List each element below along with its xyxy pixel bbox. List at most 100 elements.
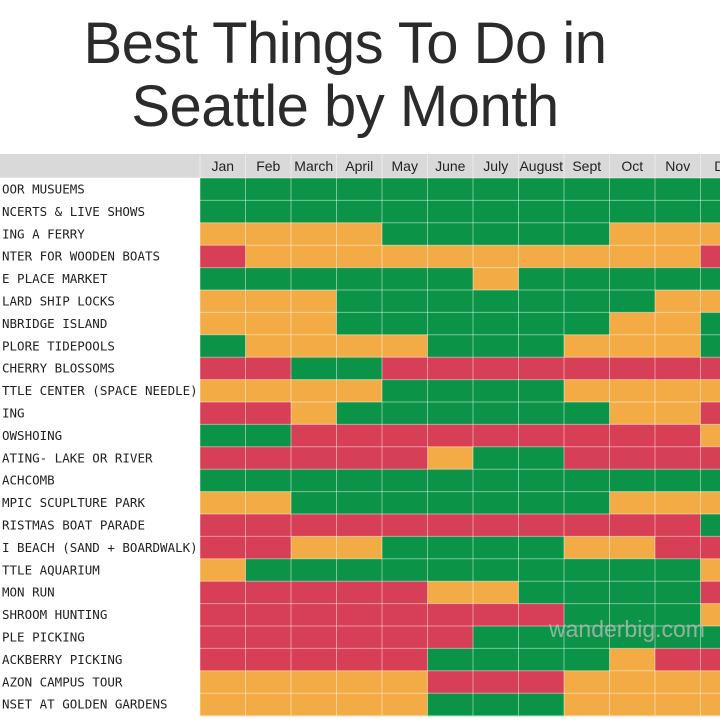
heatmap-cell <box>200 357 247 381</box>
heatmap-cell <box>518 379 565 403</box>
heatmap-cell <box>427 334 474 358</box>
heatmap-cell <box>336 267 383 291</box>
heatmap-cell <box>200 536 247 560</box>
heatmap-cell <box>564 536 611 560</box>
heatmap-cell <box>700 402 720 425</box>
heatmap-cell <box>200 334 247 358</box>
heatmap-cell <box>200 200 247 224</box>
heatmap-cell <box>336 648 383 672</box>
heatmap-cell <box>291 491 338 515</box>
heatmap-cell <box>655 357 702 381</box>
heatmap-cell <box>245 245 292 269</box>
heatmap-cell <box>655 446 702 470</box>
heatmap-cell <box>700 648 720 672</box>
heatmap-cell <box>382 245 429 269</box>
heatmap-cell <box>473 558 520 582</box>
heatmap-cell <box>518 558 565 582</box>
heatmap-cell <box>291 402 338 425</box>
heatmap-cell <box>473 312 520 336</box>
activity-label-cell <box>0 446 200 470</box>
heatmap-cell <box>518 312 565 336</box>
heatmap-cell <box>609 581 656 605</box>
activity-label-cell <box>0 267 200 290</box>
activity-label: NCERTS & LIVE SHOWS <box>2 204 145 219</box>
heatmap-cell <box>609 245 656 269</box>
heatmap-cell <box>245 603 292 627</box>
heatmap-cell <box>291 603 338 627</box>
heatmap-cell <box>200 402 247 425</box>
heatmap-cell <box>700 446 720 470</box>
activity-label-cell <box>0 200 200 223</box>
heatmap-cell <box>518 334 565 358</box>
activity-label: ING A FERRY <box>2 226 85 241</box>
month-label: Sept <box>572 158 601 174</box>
heatmap-cell <box>291 514 338 537</box>
heatmap-cell <box>291 648 338 672</box>
heatmap-cell <box>655 558 702 582</box>
heatmap-cell <box>473 693 520 717</box>
heatmap-cell <box>382 178 429 201</box>
heatmap-cell <box>291 267 338 291</box>
heatmap-cell <box>427 558 474 582</box>
heatmap-cell <box>427 402 474 425</box>
heatmap-cell <box>655 379 702 403</box>
heatmap-cell <box>336 581 383 605</box>
heatmap-cell <box>427 469 474 493</box>
heatmap-cell <box>336 536 383 560</box>
month-label: August <box>519 158 563 174</box>
heatmap-cell <box>700 200 720 224</box>
activity-label: TTLE AQUARIUM <box>2 562 100 577</box>
heatmap-cell <box>200 424 247 448</box>
heatmap-cell <box>336 626 383 649</box>
heatmap-cell <box>245 222 292 246</box>
heatmap-cell <box>382 200 429 224</box>
activity-label-cell <box>0 491 200 514</box>
heatmap-cell <box>564 290 611 313</box>
heatmap-cell <box>427 290 474 313</box>
heatmap-cell <box>473 178 520 201</box>
month-label: Oct <box>621 158 643 174</box>
activity-label-cell <box>0 648 200 671</box>
heatmap-cell <box>427 693 474 717</box>
activity-label: LARD SHIP LOCKS <box>2 294 115 309</box>
heatmap-cell <box>382 491 429 515</box>
heatmap-cell <box>700 558 720 582</box>
heatmap-cell <box>291 424 338 448</box>
heatmap-cell <box>518 469 565 493</box>
heatmap-cell <box>564 446 611 470</box>
heatmap-cell <box>700 357 720 381</box>
heatmap-cell <box>518 670 565 694</box>
heatmap-cell <box>291 312 338 336</box>
heatmap-cell <box>382 693 429 717</box>
heatmap-cell <box>518 648 565 672</box>
heatmap-cell <box>245 200 292 224</box>
heatmap-cell <box>609 200 656 224</box>
heatmap-cell <box>291 626 338 649</box>
heatmap-cell <box>382 379 429 403</box>
heatmap-cell <box>700 670 720 694</box>
heatmap-cell <box>518 267 565 291</box>
heatmap-cell <box>382 402 429 425</box>
heatmap-cell <box>564 626 611 649</box>
heatmap-cell <box>427 491 474 515</box>
heatmap-cell <box>382 626 429 649</box>
heatmap-cell <box>336 446 383 470</box>
heatmap-cell <box>655 200 702 224</box>
heatmap-cell <box>700 290 720 313</box>
activity-label-cell <box>0 379 200 402</box>
heatmap-cell <box>336 469 383 493</box>
heatmap-cell <box>382 514 429 537</box>
heatmap-cell <box>700 424 720 448</box>
heatmap-cell <box>518 245 565 269</box>
activity-label: NTER FOR WOODEN BOATS <box>2 249 160 264</box>
heatmap-cell <box>291 222 338 246</box>
heatmap-cell <box>200 245 247 269</box>
activity-label-cell <box>0 312 200 335</box>
activity-label-cell <box>0 514 200 537</box>
month-label: De <box>714 158 720 174</box>
heatmap-cell <box>382 222 429 246</box>
heatmap-cell <box>609 290 656 313</box>
heatmap-cell <box>382 357 429 381</box>
heatmap-cell <box>655 626 702 649</box>
heatmap-cell <box>655 402 702 425</box>
